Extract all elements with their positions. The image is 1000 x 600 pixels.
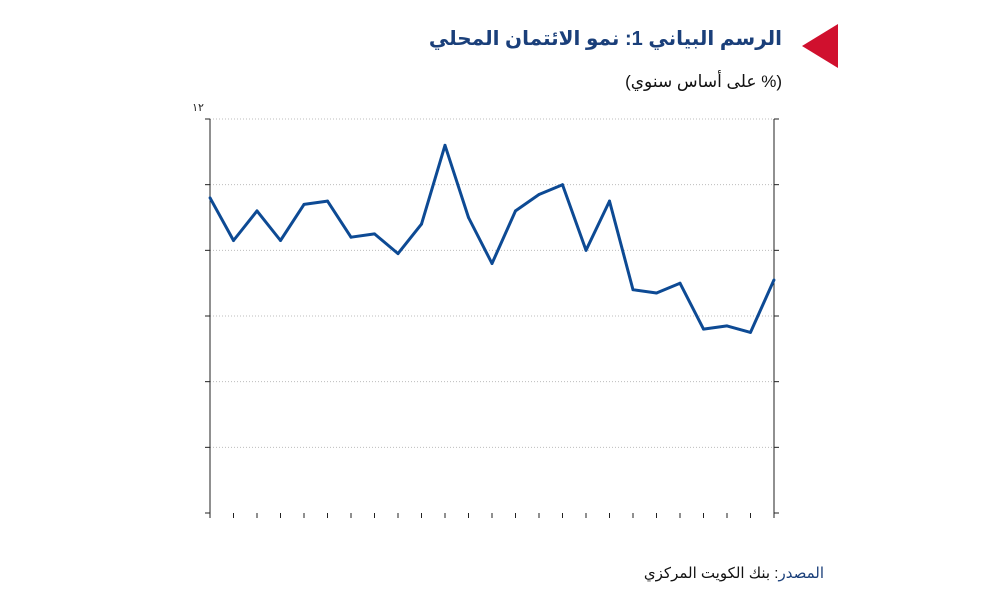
source-text: بنك الكويت المركزي bbox=[643, 565, 771, 582]
data-point bbox=[584, 248, 588, 252]
data-point bbox=[725, 324, 729, 328]
tick-labels: ١٢ bbox=[192, 102, 204, 114]
grid-lines bbox=[210, 118, 774, 448]
data-point bbox=[232, 239, 235, 242]
data-point bbox=[678, 281, 682, 285]
tick-marks bbox=[205, 118, 779, 518]
data-point bbox=[537, 193, 541, 196]
data-point bbox=[373, 232, 376, 236]
data-point bbox=[561, 183, 564, 187]
y-tick-label: ١٢ bbox=[192, 102, 204, 114]
data-point bbox=[490, 262, 494, 265]
data-point bbox=[655, 291, 658, 295]
data-point bbox=[467, 216, 470, 219]
data-point bbox=[420, 222, 423, 226]
data-point bbox=[702, 327, 705, 331]
source-separator: : bbox=[770, 565, 779, 582]
chart-subtitle: (% على أساس سنوي) bbox=[625, 72, 782, 91]
chart-title: الرسم البياني 1: نمو الائتمان المحلي bbox=[428, 28, 782, 50]
data-point bbox=[208, 196, 212, 200]
data-point bbox=[302, 202, 306, 206]
data-point bbox=[631, 288, 635, 292]
source-note: المصدر: بنك الكويت المركزي bbox=[644, 564, 824, 582]
data-point bbox=[749, 331, 752, 334]
triangle-marker-icon bbox=[802, 24, 838, 68]
data-point bbox=[349, 235, 353, 239]
series-line bbox=[208, 143, 776, 334]
data-point bbox=[514, 209, 517, 213]
series-layer bbox=[208, 143, 776, 334]
data-point bbox=[255, 209, 259, 213]
source-label: المصدر bbox=[778, 565, 824, 582]
data-point bbox=[443, 143, 447, 147]
data-point bbox=[608, 199, 611, 203]
data-point bbox=[396, 252, 400, 256]
data-point bbox=[772, 278, 776, 282]
data-point bbox=[279, 239, 282, 242]
data-point bbox=[326, 199, 329, 203]
